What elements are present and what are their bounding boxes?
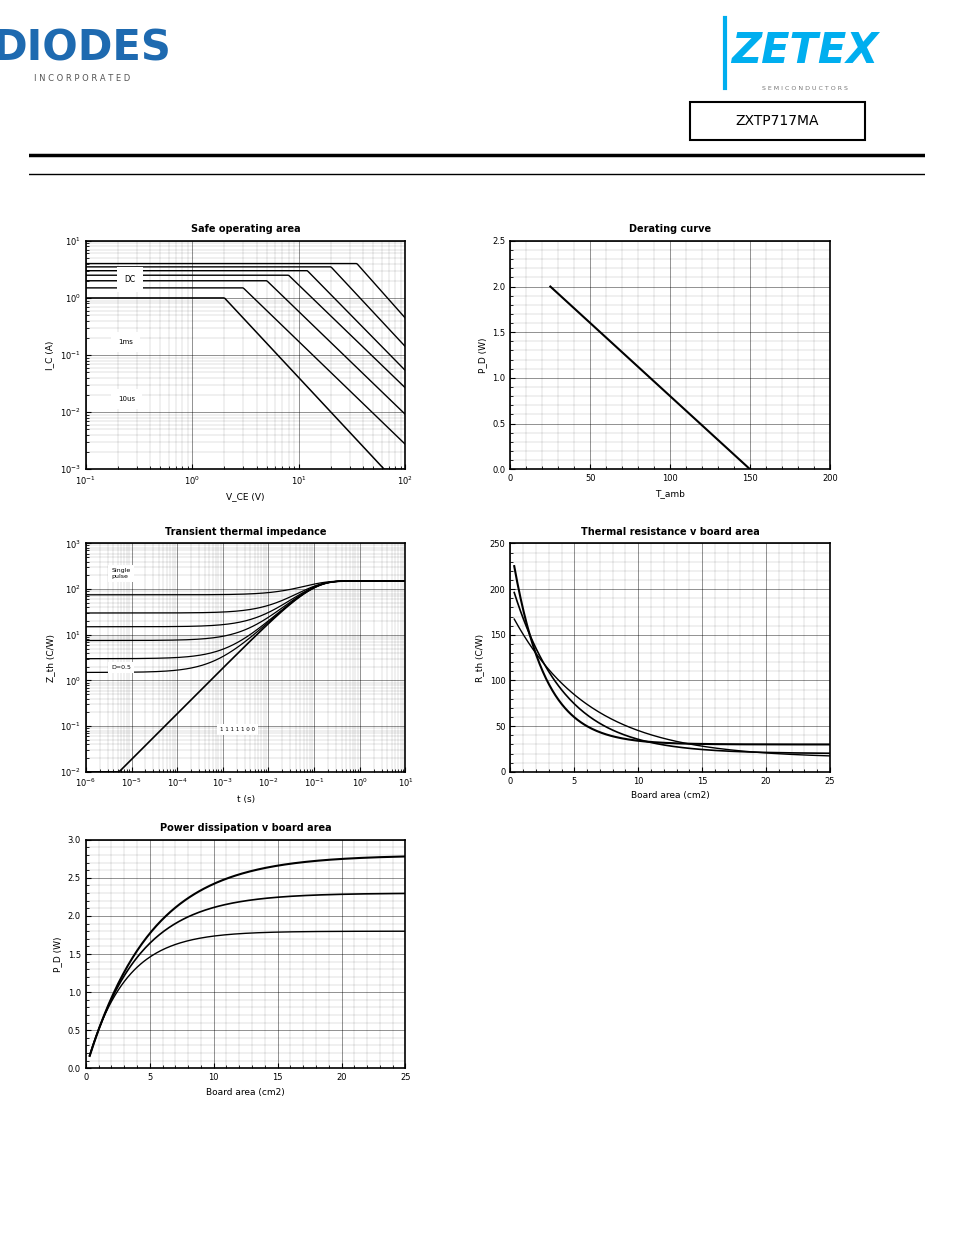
Text: S E M I C O N D U C T O R S: S E M I C O N D U C T O R S: [761, 85, 847, 90]
Y-axis label: R_th (C/W): R_th (C/W): [475, 634, 484, 682]
X-axis label: V_CE (V): V_CE (V): [226, 492, 265, 501]
Text: I N C O R P O R A T E D: I N C O R P O R A T E D: [34, 74, 130, 83]
FancyBboxPatch shape: [689, 103, 864, 141]
Text: Safe operating area: Safe operating area: [191, 224, 300, 233]
Text: 10us: 10us: [118, 395, 134, 401]
X-axis label: Board area (cm2): Board area (cm2): [630, 792, 709, 800]
Text: Power dissipation v board area: Power dissipation v board area: [160, 823, 331, 832]
Text: ZXTP717MA: ZXTP717MA: [735, 114, 818, 128]
Text: Thermal resistance v board area: Thermal resistance v board area: [580, 526, 759, 536]
Text: 1ms: 1ms: [118, 338, 132, 345]
Text: DIODES: DIODES: [0, 27, 172, 69]
Text: Transient thermal impedance: Transient thermal impedance: [165, 526, 326, 536]
X-axis label: T_amb: T_amb: [655, 489, 684, 498]
Y-axis label: Z_th (C/W): Z_th (C/W): [46, 634, 54, 682]
Y-axis label: P_D (W): P_D (W): [53, 936, 62, 972]
Text: DC: DC: [124, 275, 135, 284]
Text: Single
pulse: Single pulse: [112, 568, 131, 579]
Text: D=0.5: D=0.5: [112, 666, 132, 671]
X-axis label: Board area (cm2): Board area (cm2): [206, 1088, 285, 1097]
Text: ZETEX: ZETEX: [731, 30, 878, 72]
Y-axis label: I_C (A): I_C (A): [46, 341, 54, 369]
Text: Derating curve: Derating curve: [628, 224, 711, 233]
Y-axis label: P_D (W): P_D (W): [477, 337, 486, 373]
Text: 1 1 1 1 1 0 0: 1 1 1 1 1 0 0: [220, 726, 254, 732]
X-axis label: t (s): t (s): [236, 794, 254, 804]
